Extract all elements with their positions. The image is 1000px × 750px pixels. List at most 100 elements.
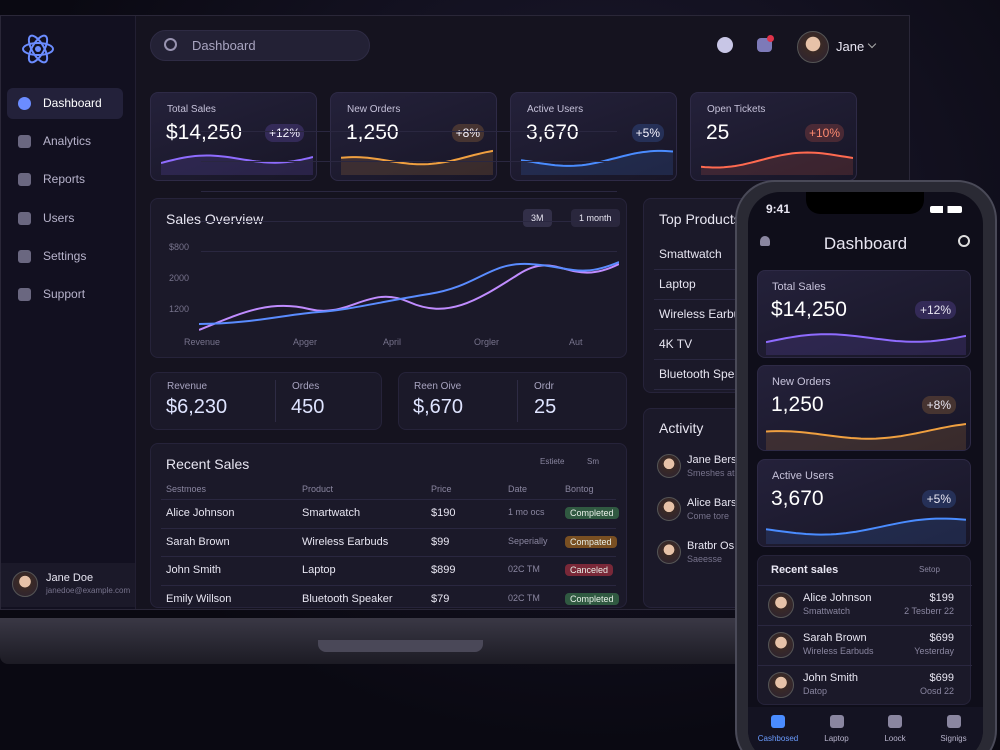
kpi-value: $14,250 <box>166 121 242 144</box>
logo <box>22 34 54 64</box>
search-icon <box>164 38 177 51</box>
user-name: Jane Doe <box>46 572 94 584</box>
summary-label: Reen Oive <box>414 381 462 392</box>
range-button[interactable]: 1 month <box>571 209 620 227</box>
table-cell: Alice Johnson <box>166 507 235 519</box>
table-cell: $99 <box>431 535 450 548</box>
row-divider <box>161 584 616 586</box>
product-item: Bluetooth Speaker <box>659 367 758 381</box>
profile-icon <box>760 236 770 246</box>
sparkline <box>521 149 673 175</box>
sparkline <box>766 423 966 450</box>
grid-line <box>201 251 617 252</box>
phone-screen: 9:41 Dashboard Total Sales $14,250 +12% New O… <box>748 192 983 750</box>
card-label: Total Sales <box>772 281 826 293</box>
tab-icon <box>771 715 785 728</box>
status-badge: Completed <box>565 592 619 605</box>
tab-label[interactable]: Signigs <box>940 734 967 743</box>
row-product: Wireless Earbuds <box>803 646 874 656</box>
table-cell: $190 <box>431 507 456 519</box>
kpi-label: New Orders <box>347 104 401 115</box>
nav-item[interactable]: Support <box>43 287 86 301</box>
range-button[interactable]: 3M <box>523 209 552 227</box>
table-cell: Emily Willson <box>166 592 232 605</box>
phone-card: Active Users 3,670 +5% <box>757 459 971 547</box>
summary-label: Ordes <box>292 381 320 392</box>
row-date: Yesterday <box>914 646 954 656</box>
nav-icon <box>18 211 31 225</box>
row-product: Datop <box>803 686 828 696</box>
table-cell: $79 <box>431 592 450 605</box>
nav-item[interactable]: Settings <box>43 248 87 263</box>
avatar <box>12 571 38 597</box>
nav-item[interactable]: Analytics <box>43 134 92 149</box>
status-badge: Completed <box>565 507 619 519</box>
phone-recent-panel: Recent sales Setop Alice Johnson Smattwatch… <box>757 555 972 705</box>
kpi-change: +5% <box>631 124 664 142</box>
add-button[interactable] <box>717 37 733 53</box>
header-user[interactable]: Jane <box>836 39 865 54</box>
row-product: Smattwatch <box>803 606 851 616</box>
summary-label: Revenue <box>167 381 208 392</box>
search-box[interactable] <box>150 30 370 61</box>
activity-name: Bratbr Os <box>687 540 735 552</box>
y-label: $800 <box>169 242 190 252</box>
kpi-card: New Orders 1,250 +8% <box>330 92 497 181</box>
card-change: +12% <box>914 301 956 319</box>
search-text: Dashboard <box>192 38 256 53</box>
tab-label[interactable]: Loock <box>884 734 906 743</box>
summary-panel <box>398 372 627 430</box>
activity-detail: Smeshes ate <box>687 468 740 478</box>
nav-item[interactable]: Users <box>43 210 75 225</box>
phone-notch <box>806 192 924 214</box>
filter[interactable]: Sm <box>587 457 599 466</box>
table-cell: John Smith <box>166 564 222 577</box>
panel-title: Sales Overview <box>166 211 264 227</box>
card-change: +8% <box>921 396 956 414</box>
phone-title: Dashboard <box>823 234 908 253</box>
avatar <box>768 592 794 618</box>
summary-value: 25 <box>534 396 557 418</box>
grid-line <box>201 161 617 162</box>
card-label: New Orders <box>772 376 831 388</box>
activity-detail: Saeesse <box>687 554 723 564</box>
recent-sales-panel: Recent Sales Estiete Sm Sestmoes Product Pric… <box>150 443 627 608</box>
row-divider <box>758 665 972 666</box>
notification-dot <box>767 35 774 42</box>
kpi-card: Active Users 3,670 +5% <box>510 92 677 181</box>
column-header: Date <box>508 484 528 494</box>
row-price: $699 <box>929 632 954 644</box>
panel-title: Top Products <box>659 211 741 227</box>
x-label: Apger <box>293 337 318 347</box>
filter[interactable]: Setop <box>919 565 940 574</box>
nav-icon <box>18 135 31 149</box>
phone-card: Total Sales $14,250 +12% <box>757 270 971 358</box>
column-header: Product <box>302 484 334 494</box>
summary-divider <box>275 380 276 422</box>
sparkline <box>701 151 853 175</box>
phone-time: 9:41 <box>766 202 791 216</box>
avatar <box>657 540 681 564</box>
avatar <box>657 454 681 478</box>
table-cell: 1 mo ocs <box>508 507 545 517</box>
activity-name: Jane Bers <box>687 454 737 466</box>
card-value: 3,670 <box>771 487 824 510</box>
nav-item[interactable]: Dashboard <box>43 96 102 110</box>
nav-icon <box>18 249 31 263</box>
table-cell: $899 <box>431 564 456 577</box>
nav-item[interactable]: Reports <box>43 172 86 187</box>
tab-label[interactable]: Laptop <box>824 734 849 743</box>
product-item: Wireless Earbuds <box>659 307 754 321</box>
laptop-notch <box>318 640 483 652</box>
column-header: Bontog <box>565 484 594 494</box>
panel-title: Recent sales <box>771 564 839 576</box>
kpi-label: Open Tickets <box>707 104 766 115</box>
nav-icon <box>18 288 31 301</box>
filter[interactable]: Estiete <box>540 457 565 466</box>
panel-title: Recent Sales <box>166 456 250 472</box>
product-item: 4K TV <box>659 337 693 351</box>
kpi-label: Active Users <box>527 104 584 115</box>
table-cell: Bluetooth Speaker <box>302 592 393 605</box>
tab-label[interactable]: Cashbosed <box>757 734 799 743</box>
tab-icon <box>829 715 844 728</box>
